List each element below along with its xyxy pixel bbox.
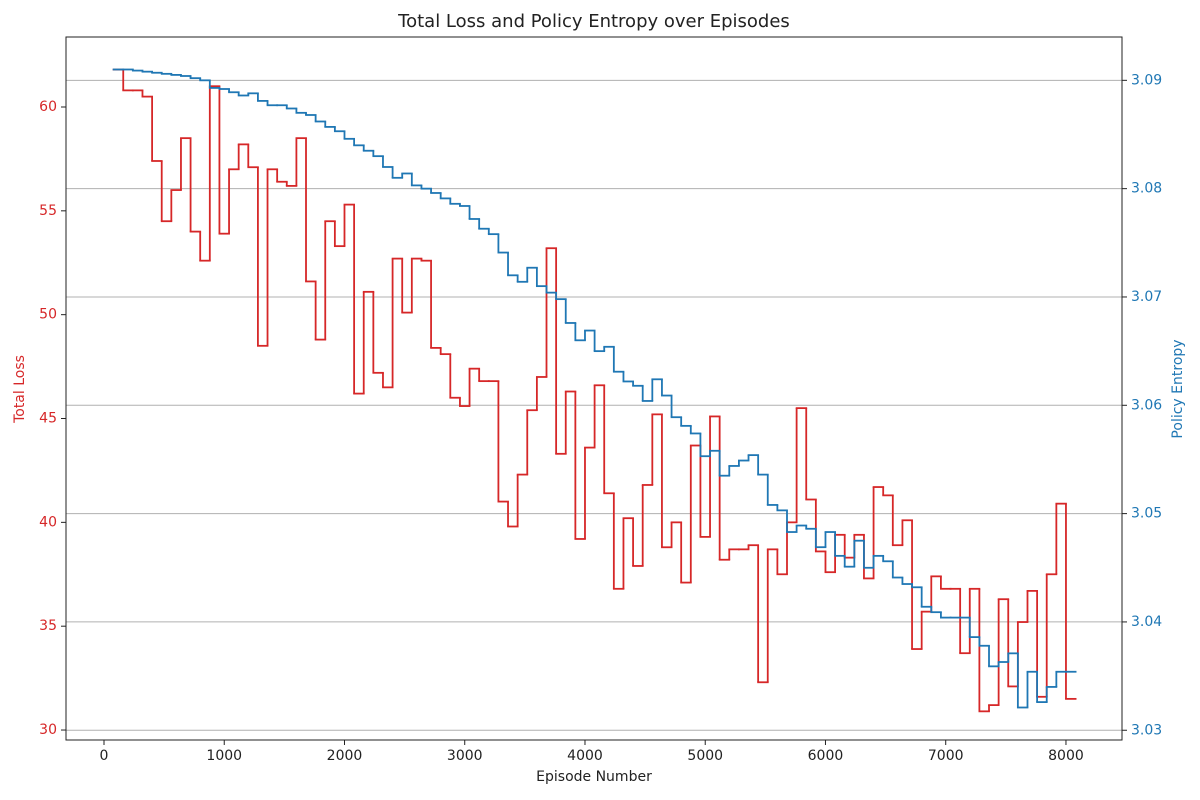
y2-axis-label: Policy Entropy xyxy=(1170,339,1186,438)
y2-tick-label: 3.04 xyxy=(1131,614,1162,630)
x-tick-label: 8000 xyxy=(1048,748,1084,764)
y-tick-label: 40 xyxy=(39,514,57,530)
x-tick-label: 3000 xyxy=(447,748,483,764)
x-tick-label: 6000 xyxy=(808,748,844,764)
x-tick-label: 2000 xyxy=(327,748,363,764)
y-tick-label: 60 xyxy=(39,99,57,115)
y-tick-label: 45 xyxy=(39,411,57,427)
y2-tick-label: 3.08 xyxy=(1131,181,1162,197)
y-tick-label: 35 xyxy=(39,618,57,634)
x-tick-label: 4000 xyxy=(567,748,603,764)
y2-tick-label: 3.09 xyxy=(1131,72,1162,88)
plot-frame xyxy=(65,36,1123,741)
y-tick-label: 50 xyxy=(39,307,57,323)
x-axis-label: Episode Number xyxy=(536,769,652,785)
y2-tick-label: 3.07 xyxy=(1131,289,1162,305)
y2-tick-label: 3.05 xyxy=(1131,506,1162,522)
y-tick-label: 55 xyxy=(39,203,57,219)
y-axis-label: Total Loss xyxy=(12,355,28,424)
x-tick-label: 7000 xyxy=(928,748,964,764)
x-tick-label: 5000 xyxy=(687,748,723,764)
x-tick-label: 1000 xyxy=(206,748,242,764)
x-tick-label: 0 xyxy=(100,748,109,764)
y-tick-label: 30 xyxy=(39,722,57,738)
y2-tick-label: 3.03 xyxy=(1131,722,1162,738)
y2-tick-label: 3.06 xyxy=(1131,397,1162,413)
chart-title: Total Loss and Policy Entropy over Episo… xyxy=(397,11,790,32)
